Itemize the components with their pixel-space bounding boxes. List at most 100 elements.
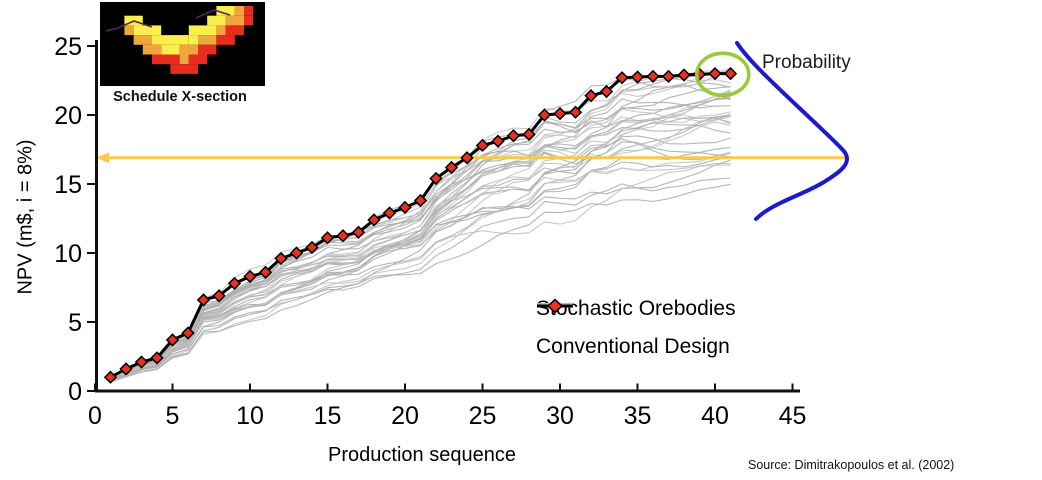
conventional-design-marker: [243, 269, 257, 284]
pit-block-red: [170, 64, 198, 74]
conventional-design-marker: [165, 333, 180, 347]
conventional-design-marker: [305, 240, 319, 255]
conventional-design-marker: [413, 193, 428, 208]
conventional-design-marker: [475, 138, 490, 153]
conventional-design-marker: [584, 89, 598, 103]
pit-block-red: [198, 44, 217, 55]
x-tick-label: 40: [701, 402, 729, 430]
mean-npv-arrowhead: [96, 152, 109, 164]
pit-block-yellow: [152, 35, 189, 45]
legend-item-conventional: Conventional Design: [536, 298, 736, 358]
x-tick-label: 5: [166, 402, 180, 430]
x-tick-label: 10: [236, 402, 264, 430]
conventional-design-marker: [212, 289, 226, 303]
conventional-design-marker: [134, 355, 149, 369]
conventional-design-marker: [274, 251, 288, 266]
y-tick-label: 20: [54, 102, 82, 130]
pit-block-red: [244, 15, 254, 26]
stochastic-orebody-line: [110, 108, 731, 380]
conventional-design-marker: [723, 66, 738, 81]
pit-block-yellow: [188, 25, 217, 36]
stochastic-orebody-line: [110, 164, 731, 383]
conventional-design-marker: [429, 171, 443, 186]
pit-block-orange: [133, 35, 152, 45]
pit-block-yellow: [133, 25, 162, 36]
legend-label-stochastic: Stochastic Orebodies: [536, 297, 736, 320]
conventional-design-marker: [568, 105, 583, 119]
pit-block-yellow: [207, 15, 226, 26]
pit-block-orange: [179, 44, 198, 55]
x-tick-label: 15: [314, 402, 342, 430]
probability-curve: [735, 41, 850, 221]
pit-block-red: [188, 54, 208, 65]
probability-annotation-label: Probability: [762, 52, 851, 73]
stochastic-orebody-line: [110, 141, 731, 382]
conventional-design-marker: [630, 70, 645, 84]
pit-block-orange: [124, 25, 134, 36]
pit-block-red: [244, 6, 254, 16]
stochastic-orebody-line: [110, 78, 731, 378]
pit-block-orange: [234, 6, 244, 16]
conventional-design-marker: [258, 265, 273, 279]
stochastic-orebody-line: [110, 162, 731, 383]
x-tick-label: 30: [546, 402, 574, 430]
x-tick-label: 45: [779, 402, 807, 430]
y-tick-label: 0: [68, 378, 82, 406]
stochastic-orebody-line: [110, 103, 731, 380]
conventional-design-marker: [227, 276, 242, 291]
conventional-design-marker: [522, 127, 536, 141]
pit-block-yellow: [188, 35, 198, 45]
legend-label-conventional: Conventional Design: [536, 335, 730, 358]
pit-block-orange: [198, 35, 217, 45]
conventional-design-marker: [708, 66, 722, 81]
pit-block-red: [152, 54, 180, 65]
stochastic-orebody-line: [110, 183, 731, 383]
conventional-design-marker: [599, 84, 614, 99]
conventional-design-marker: [320, 231, 335, 245]
stochastic-orebody-line: [110, 84, 731, 378]
x-tick-label: 25: [469, 402, 497, 430]
pit-block-red: [216, 35, 235, 45]
pit-block-orange: [216, 25, 226, 36]
conventional-design-marker: [367, 213, 381, 227]
conventional-design-marker: [661, 69, 676, 84]
x-tick-label: 20: [391, 402, 419, 430]
stochastic-orebody-line: [110, 177, 731, 383]
pit-block-yellow: [216, 6, 235, 16]
inset-caption: Schedule X-section: [113, 89, 247, 105]
conventional-design-marker: [444, 160, 459, 175]
conventional-design-marker: [398, 200, 412, 215]
chart-legend: Stochastic Orebodies Conventional Design: [536, 298, 736, 357]
conventional-design-marker: [382, 206, 397, 220]
conventional-design-marker: [119, 362, 133, 376]
stochastic-orebody-line: [110, 122, 731, 381]
pit-block-yellow: [161, 44, 180, 55]
y-tick-label: 10: [54, 240, 82, 268]
stochastic-orebody-line: [110, 98, 731, 380]
x-tick-label: 35: [624, 402, 652, 430]
conventional-design-marker: [615, 71, 629, 85]
pit-block-orange: [225, 15, 244, 26]
grade-contour-line: [195, 9, 231, 19]
highlight-circle: [694, 51, 751, 98]
x-tick-label: 0: [88, 402, 102, 430]
conventional-design-marker: [646, 69, 660, 84]
pit-block-orange: [179, 54, 189, 65]
y-tick-label: 25: [54, 33, 82, 61]
conventional-design-marker: [289, 246, 304, 260]
conventional-design-marker: [351, 225, 366, 239]
pit-block-red: [225, 25, 244, 36]
x-axis-title: Production sequence: [328, 444, 516, 466]
pit-block-orange: [142, 44, 162, 55]
source-citation: Source: Dimitrakopoulos et al. (2002): [748, 458, 955, 472]
conventional-design-marker: [336, 229, 350, 243]
y-tick-label: 5: [68, 309, 82, 337]
conventional-line-swatch: [537, 298, 573, 314]
conventional-design-marker: [460, 151, 474, 165]
conventional-design-marker: [506, 129, 521, 143]
conventional-design-marker: [150, 351, 164, 365]
conventional-design-marker: [491, 134, 505, 148]
conventional-design-marker: [553, 106, 567, 121]
